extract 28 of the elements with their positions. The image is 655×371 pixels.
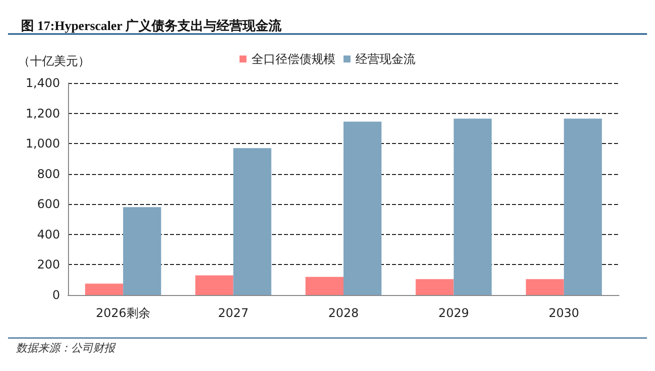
y-tick-label: 800 <box>37 166 60 181</box>
x-tick-label: 2028 <box>328 306 359 320</box>
bar <box>233 148 272 295</box>
y-tick-label: 200 <box>37 258 60 272</box>
x-tick-label: 2029 <box>438 306 469 320</box>
y-tick-label: 1,000 <box>26 136 60 151</box>
y-tick-label: 1,200 <box>26 106 60 120</box>
y-axis-title: （十亿美元） <box>18 54 90 68</box>
y-tick-label: 1,400 <box>26 76 60 90</box>
legend-label: 经营现金流 <box>356 52 416 66</box>
bar <box>526 279 564 295</box>
source-note: 数据来源：公司财报 <box>16 342 116 354</box>
x-tick-label: 2030 <box>548 306 580 320</box>
x-tick-label: 2026剩余 <box>96 306 150 320</box>
bar <box>564 118 602 295</box>
y-tick-label: 0 <box>52 288 60 302</box>
bar <box>85 284 124 295</box>
bar <box>416 279 454 295</box>
bar <box>306 276 344 295</box>
chart-title: 图 17:Hyperscaler 广义债务支出与经营现金流 <box>21 18 282 33</box>
bar <box>454 118 492 295</box>
legend-label: 全口径偿债规模 <box>252 52 336 66</box>
bar <box>344 122 382 295</box>
y-tick-label: 600 <box>37 197 60 212</box>
bar <box>195 275 234 295</box>
y-tick-label: 400 <box>37 227 60 242</box>
bar <box>123 207 162 295</box>
x-tick-label: 2027 <box>218 306 249 320</box>
